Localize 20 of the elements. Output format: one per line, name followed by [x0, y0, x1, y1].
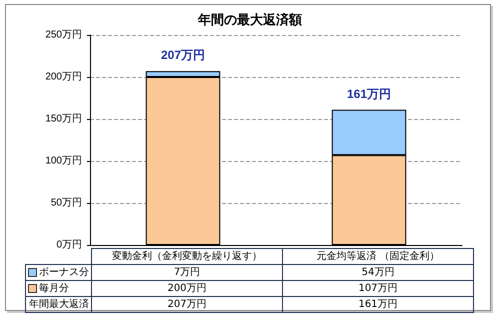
total-label: 161万円	[346, 86, 392, 101]
data-label: 54万円	[282, 264, 474, 280]
text: 年間最大返済	[26, 296, 92, 312]
legend-label: ボーナス分	[26, 264, 92, 280]
y-tick-label: 0万円	[56, 240, 82, 250]
y-tick-label: 150万円	[45, 114, 82, 124]
total-label: 207万円	[160, 48, 206, 62]
chart-title: 年間の最大返済額	[197, 12, 302, 27]
x-tick-label: 変動金利（金利変動を繰り返す）	[92, 248, 282, 264]
y-tick-label: 50万円	[50, 198, 82, 208]
data-label: 200万円	[92, 280, 282, 296]
text: 207万円	[167, 299, 207, 310]
y-tick-label: 200万円	[45, 72, 82, 82]
data-label: 7万円	[92, 264, 282, 280]
text: 161万円	[358, 299, 398, 310]
y-tick-label: 250万円	[45, 30, 82, 40]
y-tick-label: 100万円	[45, 156, 82, 166]
data-label: 107万円	[282, 280, 474, 296]
x-tick-label: 元金均等返済 （固定金利）	[282, 248, 474, 264]
legend-label: 毎月分	[26, 280, 92, 296]
